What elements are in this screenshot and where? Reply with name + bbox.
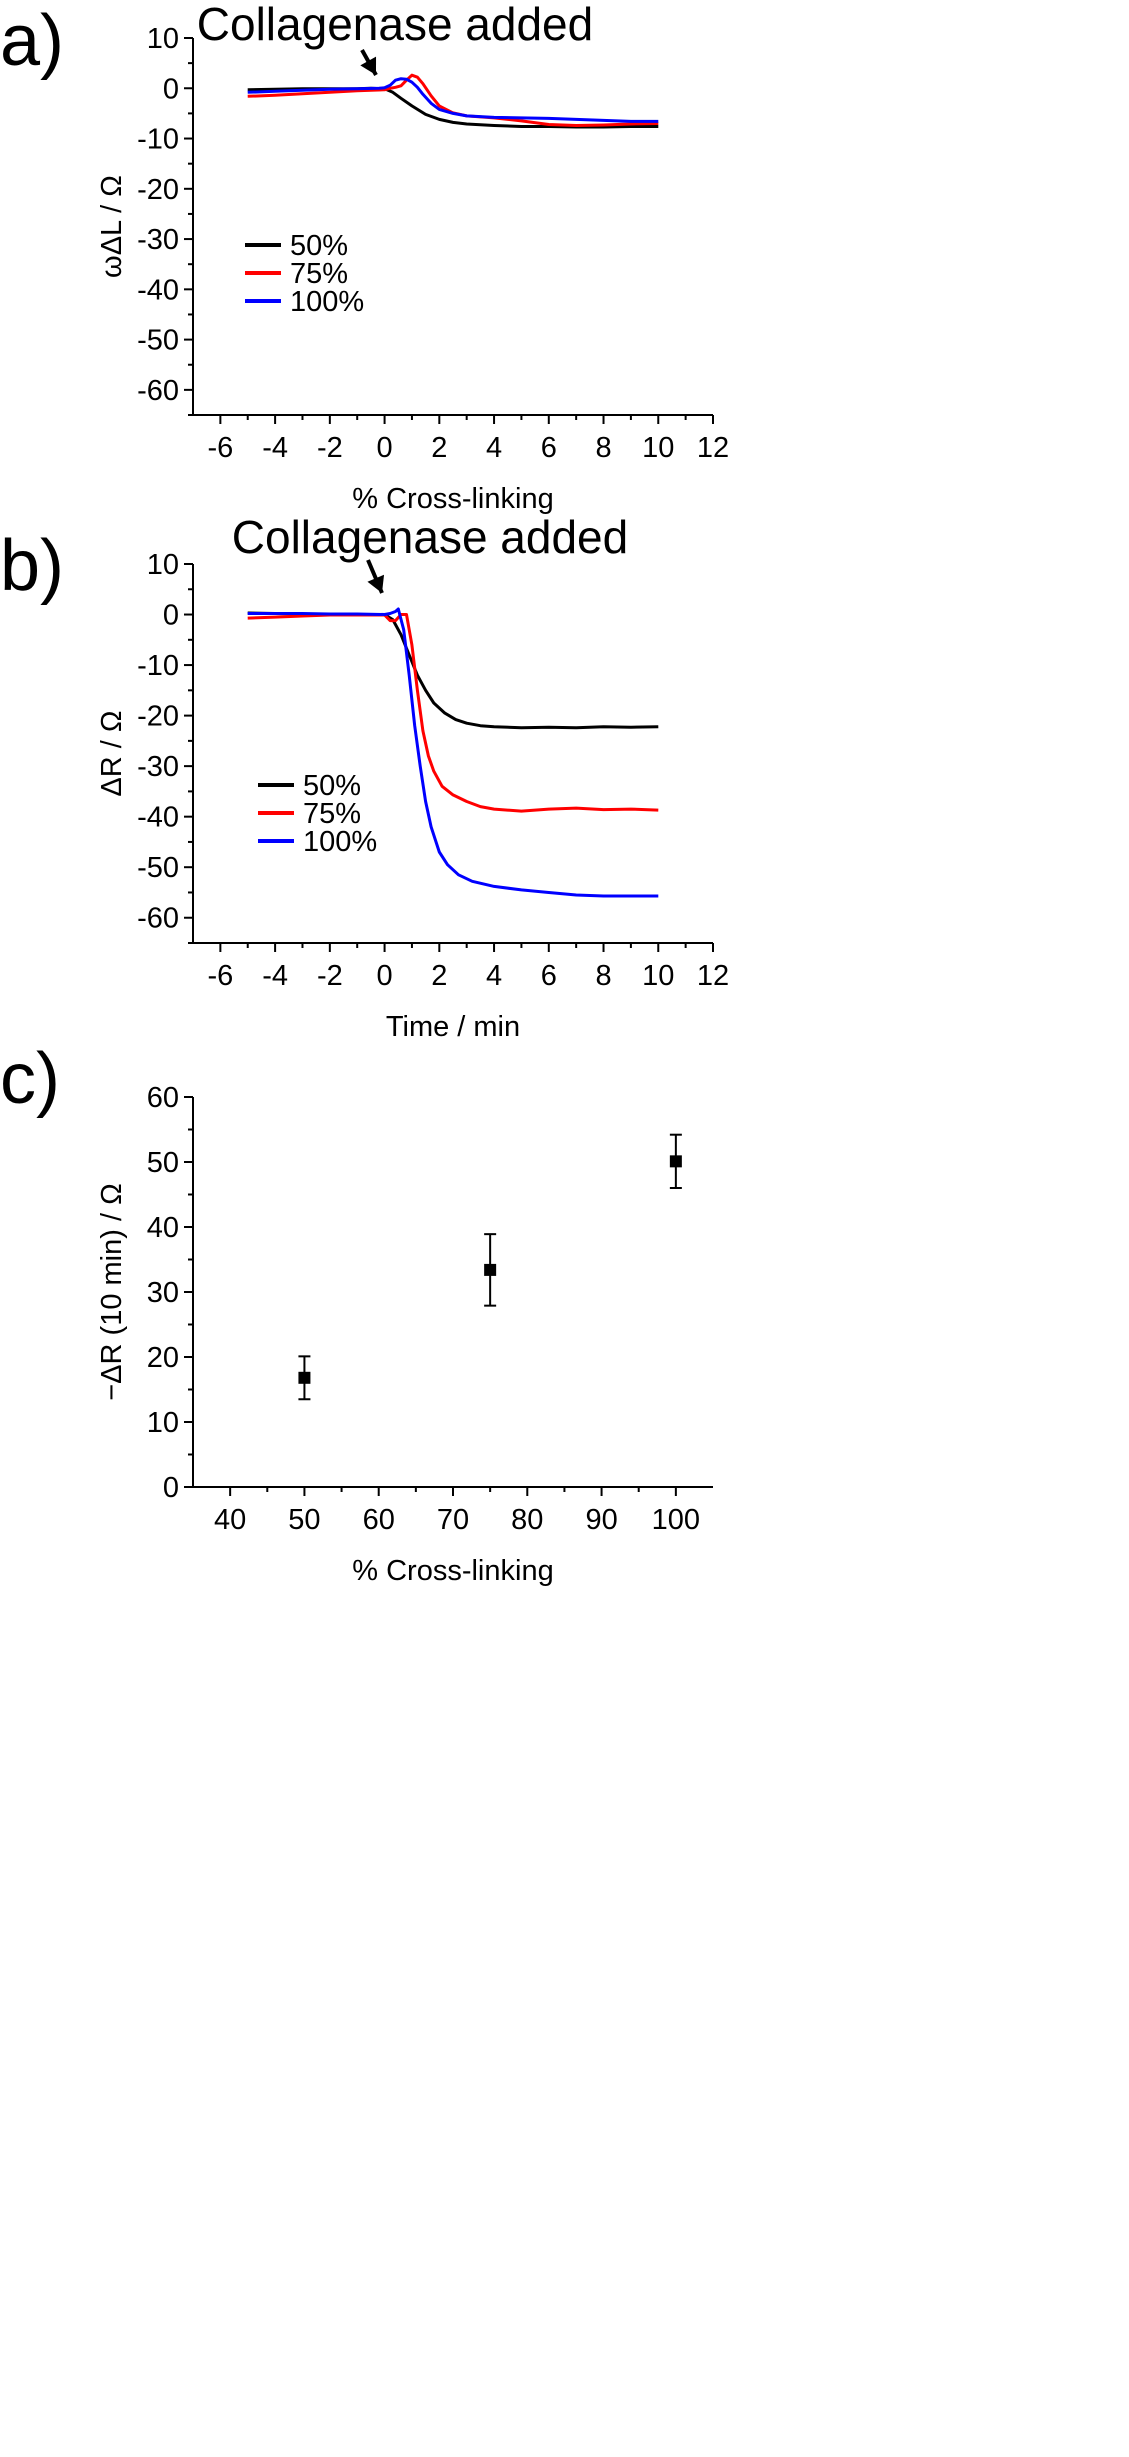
x-tick-label: 70 <box>437 1504 469 1536</box>
y-tick-label: -40 <box>137 802 179 834</box>
x-axis-title: Time / min <box>386 1011 520 1043</box>
y-tick-label: 10 <box>147 1407 179 1439</box>
x-tick-label: 50 <box>288 1504 320 1536</box>
y-tick-label: 0 <box>163 1472 179 1504</box>
x-tick-label: -6 <box>207 432 233 464</box>
x-tick-label: 40 <box>214 1504 246 1536</box>
x-tick-label: 0 <box>377 960 393 992</box>
x-tick-label: 80 <box>511 1504 543 1536</box>
panel-label: b) <box>0 526 64 606</box>
x-tick-label: -2 <box>317 432 343 464</box>
y-tick-label: 30 <box>147 1277 179 1309</box>
y-tick-label: -30 <box>137 224 179 256</box>
y-tick-label: -50 <box>137 852 179 884</box>
legend-label: 75% <box>303 798 361 830</box>
series-line-75pct <box>247 73 659 127</box>
x-tick-label: 4 <box>486 432 502 464</box>
y-tick-label: -60 <box>137 903 179 935</box>
legend-label: 50% <box>290 230 348 262</box>
x-tick-label: 10 <box>642 960 674 992</box>
data-point <box>484 1263 497 1276</box>
x-tick-label: 100 <box>652 1504 700 1536</box>
x-tick-label: -4 <box>262 960 288 992</box>
y-tick-label: -20 <box>137 701 179 733</box>
data-point <box>669 1155 682 1168</box>
x-tick-label: 10 <box>642 432 674 464</box>
x-tick-label: -4 <box>262 432 288 464</box>
legend-label: 50% <box>303 770 361 802</box>
panel-label: a) <box>0 1 64 81</box>
x-tick-label: 12 <box>697 432 729 464</box>
y-tick-label: -20 <box>137 174 179 206</box>
y-axis-title: −ΔR (10 min) / Ω <box>96 1183 128 1401</box>
annotation-text: Collagenase added <box>232 511 628 563</box>
y-tick-label: -60 <box>137 375 179 407</box>
legend-label: 100% <box>303 826 377 858</box>
x-tick-label: 2 <box>431 960 447 992</box>
x-tick-label: 60 <box>363 1504 395 1536</box>
annotation-arrow-head <box>360 56 377 75</box>
annotation-arrow-head <box>367 574 385 593</box>
data-point <box>298 1371 311 1384</box>
series-line-50pct <box>247 611 659 730</box>
x-tick-label: -6 <box>207 960 233 992</box>
y-tick-label: 10 <box>147 549 179 581</box>
x-tick-label: 6 <box>541 432 557 464</box>
x-axis-title: % Cross-linking <box>352 1555 553 1587</box>
y-tick-label: 50 <box>147 1147 179 1179</box>
y-axis-title: ωΔL / Ω <box>96 175 128 278</box>
x-tick-label: 8 <box>595 432 611 464</box>
x-tick-label: 0 <box>377 432 393 464</box>
y-tick-label: -10 <box>137 124 179 156</box>
y-tick-label: 40 <box>147 1212 179 1244</box>
y-tick-label: 20 <box>147 1342 179 1374</box>
series-line-100pct <box>247 77 659 123</box>
x-tick-label: 90 <box>585 1504 617 1536</box>
chart-panel-a: a)-6 -4 -2 0 2 4 6 8 10 12100-10-20-30-40-50-60% … <box>0 0 729 515</box>
x-tick-label: 8 <box>595 960 611 992</box>
x-tick-label: 6 <box>541 960 557 992</box>
y-tick-label: -40 <box>137 274 179 306</box>
y-tick-label: -50 <box>137 325 179 357</box>
y-axis-title: ΔR / Ω <box>96 710 128 796</box>
x-tick-label: -2 <box>317 960 343 992</box>
x-tick-label: 2 <box>431 432 447 464</box>
y-tick-label: -30 <box>137 751 179 783</box>
y-tick-label: 60 <box>147 1082 179 1114</box>
legend-label: 75% <box>290 258 348 290</box>
legend-label: 100% <box>290 286 364 318</box>
y-tick-label: -10 <box>137 650 179 682</box>
x-tick-label: 12 <box>697 960 729 992</box>
annotation-text: Collagenase added <box>197 0 593 50</box>
x-axis-title: % Cross-linking <box>352 483 553 515</box>
y-tick-label: 0 <box>163 73 179 105</box>
chart-panel-c: c) 40 50 60 70 80 90 100 0 10 20 30 40 50 60 % Cross-li… <box>0 1039 713 1587</box>
x-tick-label: 4 <box>486 960 502 992</box>
y-tick-label: 10 <box>147 23 179 55</box>
y-tick-label: 0 <box>163 600 179 632</box>
chart-panel-b: b)-6 -4 -2 0 2 4 6 8 10 12100-10-20-30-40-50-60Ti… <box>0 511 729 1043</box>
series-line-100pct <box>247 607 659 898</box>
panel-label: c) <box>0 1039 60 1119</box>
